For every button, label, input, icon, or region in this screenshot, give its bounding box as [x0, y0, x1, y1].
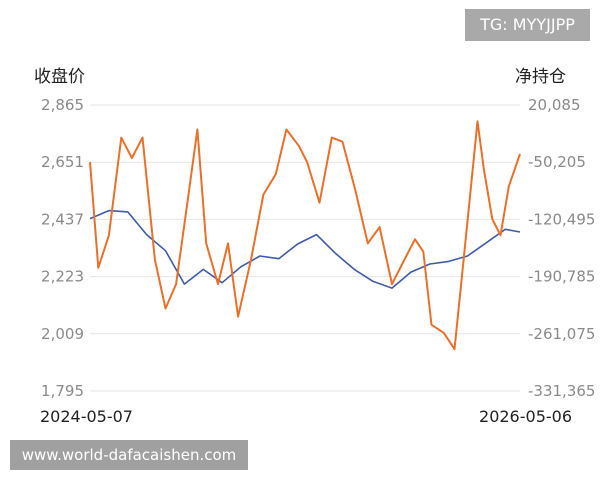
y-right-tick-label: -331,365	[528, 382, 595, 400]
y-right-tick-labels: 20,085 -50,205 -120,495 -190,785 -261,075 -33…	[528, 96, 595, 400]
y-left-tick-label: 2,009	[41, 325, 84, 343]
y-left-tick-labels: 2,865 2,651 2,437 2,223 2,009 1,795	[41, 96, 84, 400]
y-right-tick-label: -50,205	[528, 153, 586, 171]
x-tick-label-start: 2024-05-07	[40, 407, 133, 426]
tg-badge: TG: MYYJJPP	[465, 9, 590, 41]
y-left-tick-label: 2,651	[41, 153, 84, 171]
y-right-tick-label: -120,495	[528, 210, 595, 228]
y-right-tick-label: -261,075	[528, 325, 595, 343]
y-right-axis-title: 净持仓	[515, 67, 566, 87]
y-left-tick-label: 2,223	[41, 268, 84, 286]
grid-lines	[90, 104, 520, 392]
y-left-tick-label: 2,437	[41, 210, 84, 228]
x-tick-label-end: 2026-05-06	[479, 407, 572, 426]
net-position-line	[89, 120, 521, 351]
y-left-tick-label: 1,795	[41, 382, 84, 400]
y-left-axis-title: 收盘价	[34, 67, 85, 87]
y-right-tick-label: -190,785	[528, 268, 595, 286]
watermark-url: www.world-dafacaishen.com	[10, 440, 248, 470]
y-left-tick-label: 2,865	[41, 96, 84, 114]
y-right-tick-label: 20,085	[528, 96, 581, 114]
series-layer	[89, 120, 521, 351]
close-price-line	[89, 209, 521, 289]
